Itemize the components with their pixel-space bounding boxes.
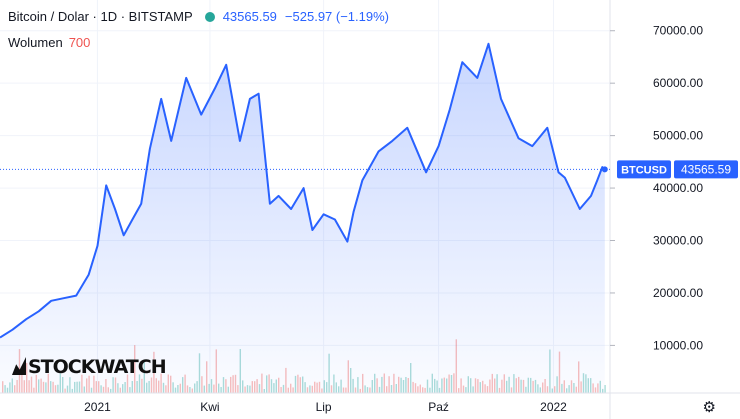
y-tick-label: 50000.00 [653, 129, 703, 143]
y-tick-label: 40000.00 [653, 181, 703, 195]
x-tick-label: Lip [316, 400, 332, 414]
symbol-title[interactable]: Bitcoin / Dolar · 1D · BITSTAMP [8, 9, 193, 24]
price-area [0, 42, 608, 394]
y-tick-label: 10000.00 [653, 338, 703, 352]
volume-legend[interactable]: Wolumen 700 [8, 35, 90, 50]
y-tick-label: 70000.00 [653, 24, 703, 38]
y-tick-label: 30000.00 [653, 234, 703, 248]
x-tick-label: 2021 [84, 400, 111, 414]
last-price-tag: BTCUSD 43565.59 [0, 160, 738, 179]
symbol-tag: BTCUSD [621, 164, 667, 176]
time-axis[interactable]: 2021 Kwi Lip Paź 2022 [0, 392, 740, 414]
market-status-icon [204, 12, 215, 22]
price-line[interactable] [0, 42, 606, 339]
logo-mark-icon [12, 357, 26, 375]
price-axis[interactable]: 70000.00 60000.00 50000.00 40000.00 30000.00… [609, 0, 740, 419]
price-change: −525.97 (−1.19%) [284, 9, 389, 24]
x-tick-label: Kwi [200, 400, 219, 414]
price-area-fill [0, 43, 605, 394]
x-tick-label: Paź [428, 400, 449, 414]
volume-value: 700 [68, 35, 91, 50]
last-price: 43565.59 [222, 9, 277, 24]
price-tag: 43565.59 [681, 162, 731, 176]
last-price-point [601, 166, 608, 173]
y-tick-label: 20000.00 [653, 286, 703, 300]
volume-label: Wolumen [8, 35, 63, 50]
symbol-tag-box [617, 160, 671, 179]
chart-header: Bitcoin / Dolar · 1D · BITSTAMP 43565.59−… [8, 9, 389, 24]
y-tick-label: 60000.00 [653, 76, 703, 90]
stockwatch-logo: STOCKWATCH [12, 356, 167, 378]
volume-bar [604, 385, 606, 393]
logo-text: STOCKWATCH [28, 356, 167, 378]
x-tick-label: 2022 [540, 400, 567, 414]
price-axis-bg [610, 0, 740, 393]
price-tag-box [674, 160, 738, 179]
gear-icon[interactable]: ⚙ [702, 399, 716, 416]
